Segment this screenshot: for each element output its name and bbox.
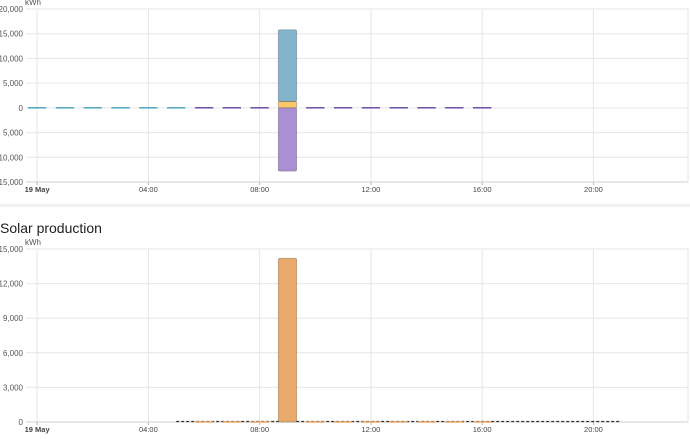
y-tick-label: 5,000 [3, 129, 24, 138]
y-tick-label: 5,000 [3, 79, 24, 88]
y-tick-label: 15,000 [0, 178, 24, 187]
x-tick-label: 16:00 [473, 425, 492, 434]
y-tick-label: 9,000 [3, 314, 24, 323]
y-unit-label: kWh [25, 238, 41, 247]
y-tick-label: 20,000 [0, 5, 24, 14]
solar-production-card: Solar production kWh 15,000 12,000 9,000 6,0… [0, 207, 690, 439]
y-tick-label: 12,000 [0, 280, 24, 289]
x-tick-label: 19 May [25, 185, 51, 194]
y-tick-label: 10,000 [0, 54, 24, 63]
x-tick-label: 04:00 [139, 425, 158, 434]
y-tick-label: 3,000 [3, 383, 24, 392]
x-tick-label: 08:00 [250, 185, 269, 194]
x-tick-label: 19 May [25, 425, 51, 434]
x-tick-label: 04:00 [139, 185, 158, 194]
card-title: Solar production [0, 220, 102, 236]
x-tick-label: 20:00 [584, 185, 603, 194]
energy-distribution-card: kWh 20,000 15,000 10,000 5,000 0 5,000 10,000 15… [0, 0, 690, 204]
y-tick-label: 0 [19, 418, 24, 427]
y-tick-label: 0 [19, 104, 24, 113]
chart-bar [277, 29, 298, 102]
x-tick-label: 12:00 [362, 185, 381, 194]
chart-bar [277, 101, 298, 109]
chart-bar [277, 107, 298, 172]
chart-bar [277, 257, 298, 423]
x-tick-label: 12:00 [362, 425, 381, 434]
x-tick-label: 16:00 [473, 185, 492, 194]
card-divider [0, 204, 690, 207]
y-tick-label: 6,000 [3, 349, 24, 358]
y-tick-label: 15,000 [0, 30, 24, 39]
x-tick-label: 20:00 [584, 425, 603, 434]
y-tick-label: 15,000 [0, 245, 24, 254]
y-tick-label: 10,000 [0, 153, 24, 162]
y-unit-label: kWh [25, 0, 41, 7]
x-tick-label: 08:00 [250, 425, 269, 434]
